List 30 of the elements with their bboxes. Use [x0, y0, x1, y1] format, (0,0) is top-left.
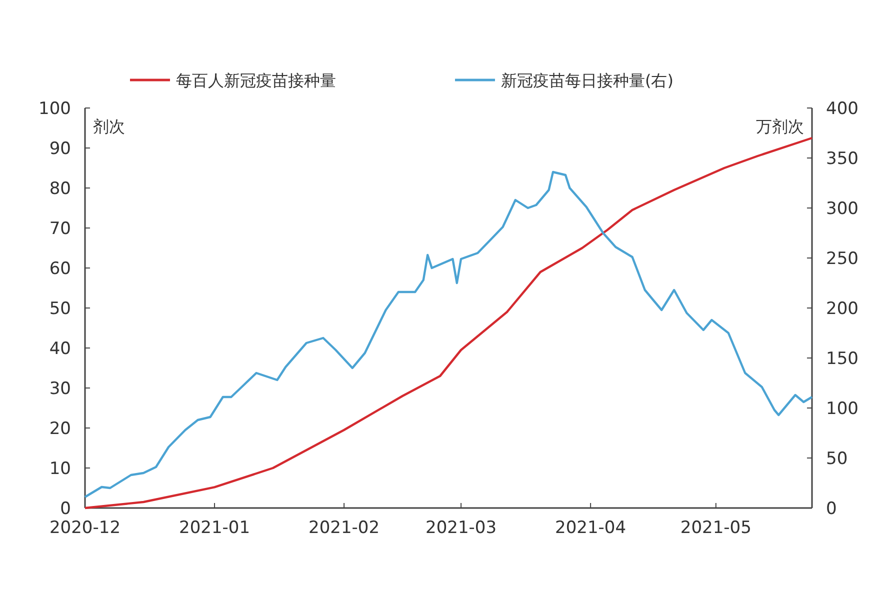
y2tick: 400: [826, 99, 858, 119]
ytick: 0: [60, 499, 71, 519]
xtick: 2020-12: [49, 518, 121, 538]
xtick: 2021-01: [179, 518, 250, 538]
y2tick: 0: [826, 499, 837, 519]
ylabel: 剂次: [93, 117, 125, 136]
y2tick: 300: [826, 199, 858, 219]
y2label: 万剂次: [756, 117, 804, 136]
y2tick: 350: [826, 149, 858, 169]
ytick: 20: [49, 419, 71, 439]
ytick: 10: [49, 459, 71, 479]
y2tick: 250: [826, 249, 858, 269]
legend-label: 新冠疫苗每日接种量(右): [501, 71, 674, 90]
ytick: 90: [49, 139, 71, 159]
ytick: 100: [38, 99, 71, 119]
xtick: 2021-03: [426, 518, 497, 538]
y2tick: 100: [826, 399, 858, 419]
ytick: 40: [49, 339, 71, 359]
y2tick: 50: [826, 449, 848, 469]
y2tick: 200: [826, 299, 858, 319]
xtick: 2021-05: [680, 518, 752, 538]
xtick: 2021-02: [308, 518, 380, 538]
xtick: 2021-04: [555, 518, 626, 538]
ytick: 80: [49, 179, 71, 199]
y2tick: 150: [826, 349, 858, 369]
ytick: 70: [49, 219, 71, 239]
ytick: 30: [49, 379, 71, 399]
ytick: 50: [49, 299, 71, 319]
ytick: 60: [49, 259, 71, 279]
legend-label: 每百人新冠疫苗接种量: [176, 71, 336, 90]
